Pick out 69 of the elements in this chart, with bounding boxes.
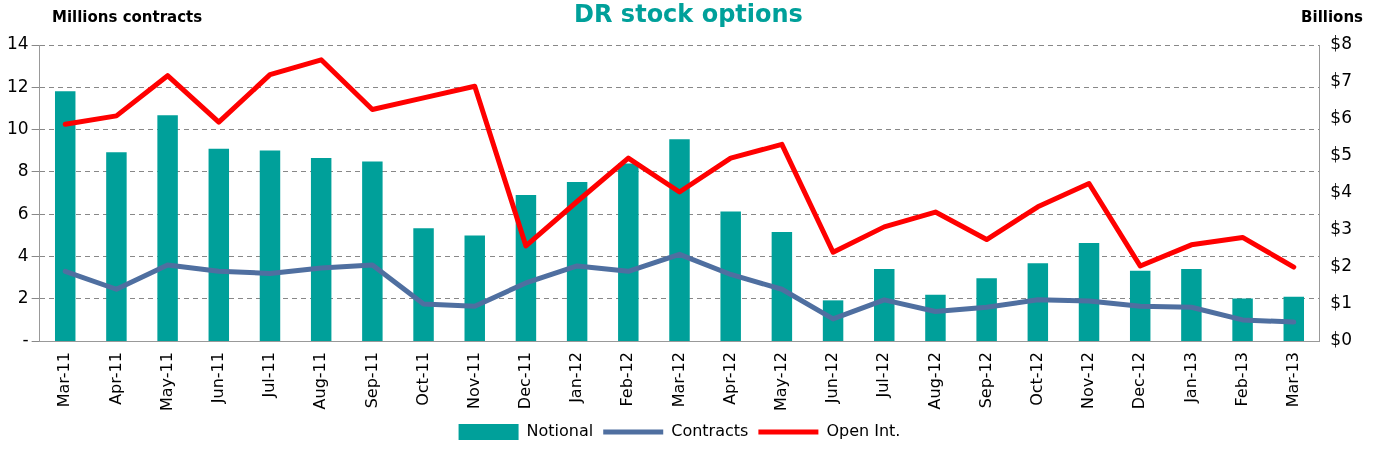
y-tick-label: 10 <box>6 118 29 139</box>
y2-tick-label: $7 <box>1330 70 1353 91</box>
bar <box>720 211 741 342</box>
x-tick-label: May-11 <box>156 352 176 412</box>
x-tick-label: Mar-11 <box>54 352 74 408</box>
x-tick-label: Apr-11 <box>105 352 125 405</box>
bar <box>464 235 485 342</box>
x-tick-label: Aug-12 <box>924 352 944 410</box>
x-tick-label: Oct-11 <box>412 352 432 406</box>
bar <box>106 152 127 342</box>
y2-tick-label: $6 <box>1330 107 1353 128</box>
legend-label: Contracts <box>671 421 749 441</box>
y-tick-label: 4 <box>17 244 29 265</box>
x-tick-label: Feb-12 <box>617 352 637 407</box>
bar <box>1181 268 1202 342</box>
bar <box>1027 263 1049 342</box>
bar <box>1129 270 1151 342</box>
y-tick-label: 14 <box>6 33 29 54</box>
y-tick-label: 6 <box>17 202 29 223</box>
x-tick-label: Feb-13 <box>1231 352 1251 407</box>
legend-label: Open Int. <box>826 421 901 441</box>
bar <box>362 161 383 342</box>
bar <box>976 278 997 342</box>
x-tick-label: Sep-12 <box>975 352 995 409</box>
bar <box>566 181 588 342</box>
x-tick-label: Jun-11 <box>207 352 227 405</box>
x-tick-label: Dec-12 <box>1129 352 1149 410</box>
y-tick-label: 12 <box>6 75 29 96</box>
bar <box>157 115 178 342</box>
y2-tick-label: $0 <box>1330 329 1353 350</box>
x-tick-label: Oct-12 <box>1026 352 1046 406</box>
x-tick-label: May-12 <box>771 352 791 412</box>
bar <box>413 228 434 342</box>
bar <box>259 150 281 342</box>
x-tick-label: Mar-12 <box>668 352 688 408</box>
y-axis-title: Millions contracts <box>52 8 203 26</box>
bar <box>669 139 690 342</box>
y2-axis-title: Billions <box>1301 8 1363 26</box>
y2-tick-label: $4 <box>1330 181 1353 202</box>
chart-title: DR stock options <box>574 0 803 28</box>
y-tick-label: - <box>22 329 29 350</box>
y-tick-label: 2 <box>17 287 29 308</box>
x-tick-label: Sep-11 <box>361 352 381 409</box>
x-tick-label: Aug-11 <box>310 352 330 410</box>
y2-tick-label: $2 <box>1330 255 1353 276</box>
x-tick-label: Apr-12 <box>719 352 739 405</box>
bar <box>208 148 230 342</box>
x-tick-label: Dec-11 <box>515 352 535 410</box>
bar <box>310 157 332 342</box>
x-tick-label: Jul-11 <box>259 352 279 399</box>
x-tick-label: Jun-12 <box>822 352 842 405</box>
bar <box>1078 243 1100 342</box>
x-tick-label: Nov-11 <box>463 352 483 410</box>
x-tick-label: Nov-12 <box>1078 352 1098 410</box>
legend-label: Notional <box>526 421 594 441</box>
bar <box>1283 296 1305 342</box>
x-tick-label: Jan-12 <box>566 352 586 404</box>
bar <box>618 163 639 342</box>
y2-tick-label: $3 <box>1330 218 1353 239</box>
y2-tick-label: $5 <box>1330 144 1353 165</box>
x-tick-label: Mar-13 <box>1282 352 1302 408</box>
y2-tick-label: $8 <box>1330 33 1353 54</box>
bar <box>771 231 793 342</box>
y-tick-label: 8 <box>17 160 29 181</box>
x-tick-label: Jul-12 <box>873 352 893 399</box>
y2-tick-label: $1 <box>1330 292 1353 313</box>
bar <box>874 268 895 342</box>
x-tick-label: Jan-13 <box>1180 352 1200 404</box>
bar <box>54 91 76 342</box>
